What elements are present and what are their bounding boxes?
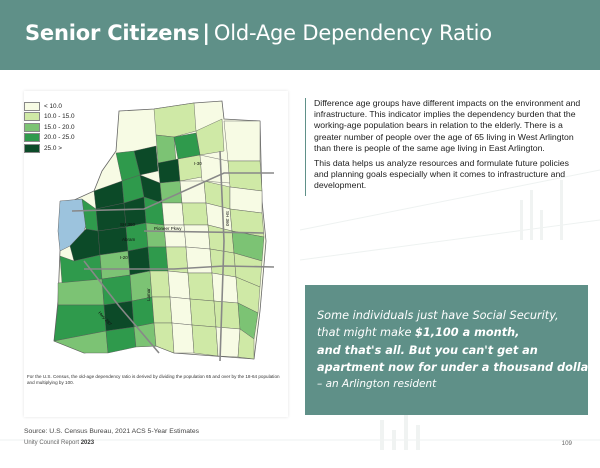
tract [179, 180, 207, 204]
report-year: 2023 [80, 440, 95, 446]
legend-swatch [24, 122, 40, 132]
tract [147, 246, 169, 272]
tract [189, 298, 217, 328]
map-footnote: For the U.S. Census, the old-age depende… [27, 374, 280, 385]
page-header: Senior Citizens | Old-Age Dependency Ratio [0, 0, 600, 70]
tract [183, 224, 211, 250]
tract [177, 154, 203, 182]
tract [155, 134, 177, 164]
quote-attribution: – an Arlington resident [317, 378, 437, 390]
tract [181, 202, 209, 226]
data-source: Source: U.S. Census Bureau, 2021 ACS 5-Y… [24, 428, 200, 435]
tract [211, 272, 239, 304]
road-label-i20: I-20 [120, 255, 128, 260]
legend-swatch [24, 112, 40, 122]
tract [149, 270, 171, 298]
tract [237, 328, 255, 360]
tract [173, 132, 201, 160]
legend-item: 10.0 - 15.0 [24, 112, 75, 123]
legend-label: < 10.0 [44, 102, 62, 110]
legend-item: 25.0 > [24, 143, 75, 154]
legend-label: 15.0 - 20.0 [44, 123, 75, 131]
map-card: I-30 I-20 Pioneer Pkwy SH 360 SH 360 Hwy… [24, 91, 288, 417]
tract [153, 322, 175, 354]
body-paragraph: Difference age groups have different imp… [314, 98, 581, 153]
road-label-pioneer: Pioneer Pkwy [154, 226, 182, 231]
road-label-sh360-west: SH 360 [120, 222, 136, 227]
choropleth-map: I-30 I-20 Pioneer Pkwy SH 360 SH 360 Hwy… [53, 100, 275, 362]
quote-line: and that's all. But you can't get an [317, 343, 538, 357]
quote-segment: that might make [317, 326, 416, 340]
quote-line: apartment now for under a thousand dolla… [317, 360, 600, 374]
body-paragraph: This data helps us analyze resources and… [314, 158, 569, 191]
tract [227, 160, 263, 192]
legend-label: 25.0 > [44, 144, 62, 152]
legend-swatch [24, 101, 40, 111]
resident-quote: Some individuals just have Social Securi… [317, 307, 600, 376]
tract [187, 272, 215, 302]
tract [213, 300, 241, 330]
tract [191, 324, 219, 357]
tract [153, 102, 197, 138]
tract [229, 186, 263, 214]
road-label-lamar: Lamar [146, 288, 151, 301]
tract [167, 270, 191, 300]
page-title: Senior Citizens | Old-Age Dependency Ratio [25, 21, 492, 45]
highway-i20 [84, 265, 275, 270]
highway-sh360 [219, 150, 225, 362]
report-footer: Unity Council Report 2023 [24, 440, 94, 446]
highway-i30 [71, 172, 274, 212]
legend-swatch [24, 143, 40, 153]
legend-item: 15.0 - 20.0 [24, 122, 75, 133]
legend-label: 10.0 - 15.0 [44, 113, 75, 121]
tract [157, 158, 181, 184]
tract [57, 278, 105, 306]
quote-line: Some individuals just have Social Securi… [317, 309, 559, 322]
title-separator: | [202, 21, 210, 45]
road-label-sh360: SH 360 [225, 211, 230, 227]
tract [127, 246, 151, 276]
report-name: Unity Council Report [24, 440, 80, 446]
map-legend: < 10.0 10.0 - 15.0 15.0 - 20.0 20.0 - 25… [24, 101, 75, 154]
title-light: Old-Age Dependency Ratio [213, 21, 492, 45]
legend-label: 20.0 - 25.0 [44, 134, 75, 142]
tract [171, 322, 195, 354]
tract [105, 326, 137, 354]
quote-box: Some individuals just have Social Securi… [305, 285, 600, 415]
quote-line: that might make $1,100 a month, [317, 324, 585, 341]
tract [223, 120, 261, 162]
body-text: Difference age groups have different imp… [305, 98, 582, 196]
tract [161, 202, 185, 226]
road-label-i30: I-30 [194, 161, 202, 166]
road-label-abram: Abram [122, 237, 136, 242]
tract [169, 296, 193, 326]
legend-item: 20.0 - 25.0 [24, 133, 75, 144]
tract [185, 246, 213, 274]
legend-swatch [24, 133, 40, 143]
quote-emphasis: $1,100 a month, [415, 326, 520, 340]
legend-item: < 10.0 [24, 101, 75, 112]
pioneer-parkway [143, 230, 265, 234]
tract [151, 296, 173, 324]
page-number: 109 [561, 440, 572, 447]
highway-287 [83, 260, 160, 354]
title-bold: Senior Citizens [25, 21, 200, 45]
